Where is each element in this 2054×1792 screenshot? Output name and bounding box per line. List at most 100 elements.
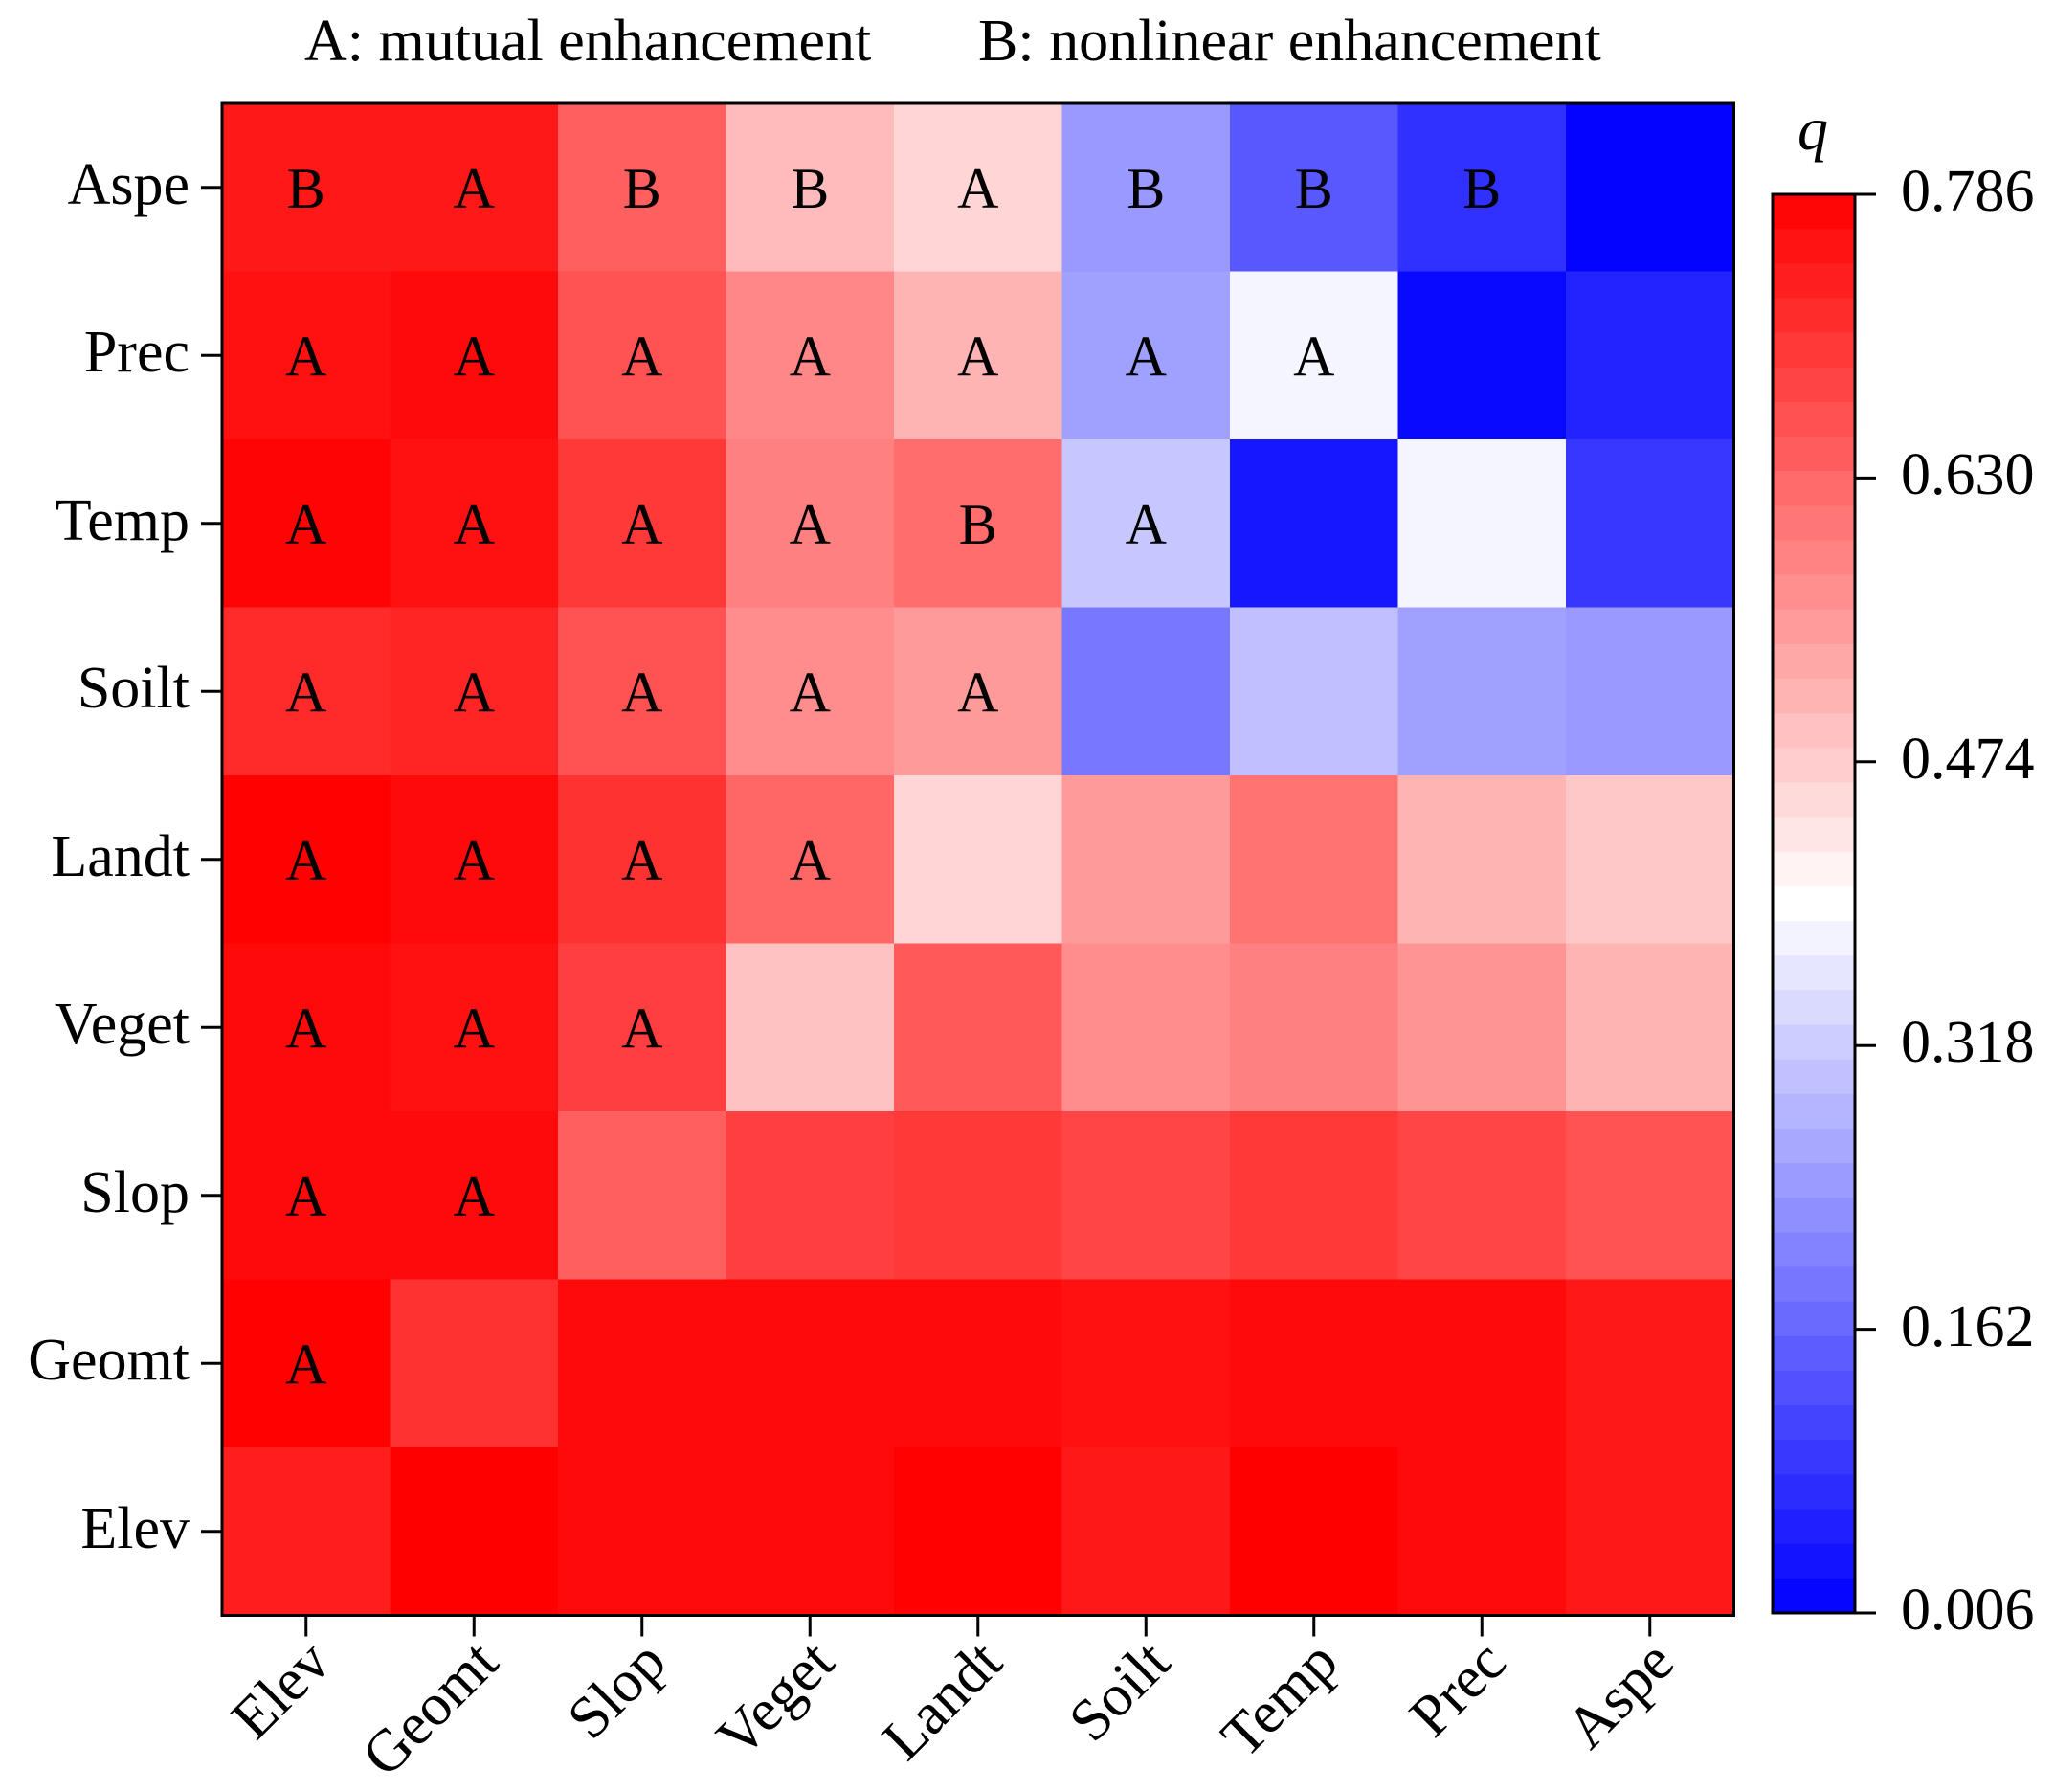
heatmap-cell <box>558 775 727 945</box>
heatmap-cell <box>1397 439 1567 609</box>
cell-annotation: A <box>285 325 326 388</box>
heatmap-cell <box>894 607 1063 776</box>
heatmap-cell <box>894 1111 1063 1281</box>
cell-annotation: A <box>621 493 662 556</box>
cell-annotations: B A B B A B B B A A A A A A A A A A A B A A A A A A A A A A A A A A A A <box>285 157 1501 1397</box>
heatmap-cell <box>558 103 727 273</box>
colorbar-segment <box>1773 851 1855 887</box>
cell-annotation: A <box>1293 325 1334 388</box>
colorbar-tick-label: 0.630 <box>1901 442 2035 508</box>
heatmap-cell <box>558 439 727 609</box>
heatmap-cell <box>1061 1279 1231 1448</box>
heatmap-cell <box>894 103 1063 273</box>
colorbar-segment <box>1773 1266 1855 1303</box>
heatmap-cell <box>1061 1447 1231 1617</box>
heatmap-cell <box>558 607 727 776</box>
colorbar-segment <box>1773 332 1855 369</box>
heatmap-cell <box>894 1447 1063 1617</box>
heatmap-cell <box>726 943 895 1112</box>
cell-annotation: A <box>621 661 662 724</box>
x-axis-ticks <box>304 1615 1652 1637</box>
x-tick-label: Temp <box>1209 1628 1350 1769</box>
x-tick-label: Geomt <box>350 1628 510 1788</box>
colorbar-ticks <box>1855 192 1876 1615</box>
heatmap-cell <box>390 1111 559 1281</box>
heatmap-cell <box>1566 1447 1735 1617</box>
heatmap-cell <box>390 1447 559 1617</box>
heatmap-cell <box>726 103 895 273</box>
colorbar-tick-label: 0.318 <box>1901 1010 2035 1076</box>
heatmap-cell <box>726 1447 895 1617</box>
legend-note-mutual: A: mutual enhancement <box>304 9 872 74</box>
cell-annotation: B <box>1127 157 1165 220</box>
cell-annotation: B <box>623 157 661 220</box>
heatmap-cell <box>1230 1279 1399 1448</box>
x-tick-label: Slop <box>555 1628 678 1751</box>
cell-annotation: A <box>285 1333 326 1396</box>
cell-annotation: B <box>287 157 325 220</box>
y-tick-label: Temp <box>55 487 190 553</box>
colorbar-segment <box>1773 1024 1855 1061</box>
heatmap-cell <box>1230 607 1399 776</box>
heatmap-cell <box>726 607 895 776</box>
cell-annotation: A <box>957 661 998 724</box>
heatmap-cell <box>1061 439 1231 609</box>
heatmap-cell <box>1061 103 1231 273</box>
heatmap-cell <box>1397 943 1567 1112</box>
heatmap-cell <box>1230 775 1399 945</box>
heatmap-cell <box>558 271 727 440</box>
y-tick-label: Slop <box>80 1159 190 1225</box>
heatmap-cell <box>1230 271 1399 440</box>
heatmap-cell <box>558 1111 727 1281</box>
x-tick-label: Soilt <box>1057 1628 1182 1754</box>
heatmap-cell <box>222 943 391 1112</box>
heatmap-cell <box>222 1111 391 1281</box>
colorbar-segment <box>1773 1163 1855 1198</box>
colorbar-segment <box>1773 1543 1855 1579</box>
colorbar-segment <box>1773 471 1855 506</box>
x-tick-label: Elev <box>219 1628 342 1751</box>
colorbar-segment <box>1773 1128 1855 1164</box>
colorbar-segment <box>1773 1059 1855 1095</box>
heatmap-cell <box>894 439 1063 609</box>
colorbar-segment <box>1773 609 1855 645</box>
heatmap-cell <box>222 607 391 776</box>
colorbar-segment <box>1773 229 1855 264</box>
heatmap-cell <box>1397 103 1567 273</box>
colorbar-segment <box>1773 1301 1855 1337</box>
heatmap-cell <box>1061 271 1231 440</box>
heatmap-cell <box>390 775 559 945</box>
cell-annotation: B <box>1462 157 1501 220</box>
heatmap-cell <box>894 1279 1063 1448</box>
heatmap-cell <box>894 271 1063 440</box>
heatmap-cell <box>1566 271 1735 440</box>
heatmap-cell <box>1397 1279 1567 1448</box>
colorbar-segment <box>1773 437 1855 472</box>
cell-annotation: A <box>285 829 326 892</box>
heatmap-cell <box>558 1279 727 1448</box>
heatmap-cell <box>390 439 559 609</box>
y-tick-label: Elev <box>80 1495 190 1561</box>
colorbar-tick-label: 0.786 <box>1901 159 2035 224</box>
heatmap-cell <box>390 271 559 440</box>
y-tick-label: Aspe <box>67 151 190 217</box>
heatmap-cell <box>726 1111 895 1281</box>
heatmap-cell <box>222 103 391 273</box>
y-axis-ticks <box>201 186 222 1534</box>
colorbar-segment <box>1773 505 1855 542</box>
heatmap-cell <box>1230 439 1399 609</box>
colorbar-segment <box>1773 401 1855 437</box>
colorbar-segment <box>1773 263 1855 300</box>
heatmap-cell <box>894 775 1063 945</box>
cell-annotation: A <box>790 829 831 892</box>
colorbar-segment <box>1773 1578 1855 1614</box>
heatmap-cell <box>390 103 559 273</box>
colorbar-segment <box>1773 1198 1855 1233</box>
colorbar-segment <box>1773 1370 1855 1406</box>
cell-annotation: A <box>454 829 495 892</box>
colorbar-segment <box>1773 574 1855 611</box>
heatmap-cell <box>1230 103 1399 273</box>
colorbar-segment <box>1773 298 1855 334</box>
colorbar-frame <box>1771 192 1857 1615</box>
